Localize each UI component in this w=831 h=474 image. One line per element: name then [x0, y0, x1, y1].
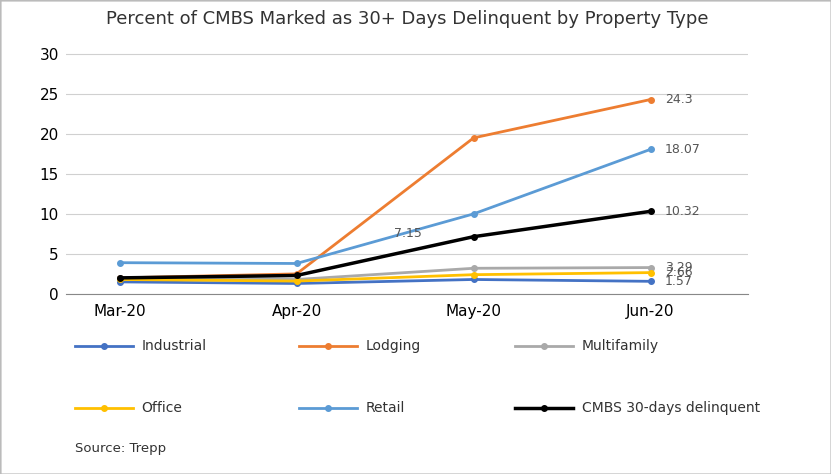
Text: Source: Trepp: Source: Trepp — [75, 442, 166, 455]
Text: Multifamily: Multifamily — [582, 339, 659, 353]
Text: 7.15: 7.15 — [394, 227, 422, 240]
Text: 1.57: 1.57 — [665, 275, 692, 288]
Text: 3.29: 3.29 — [665, 261, 692, 274]
Text: 2.66: 2.66 — [665, 266, 692, 279]
Text: Industrial: Industrial — [141, 339, 206, 353]
Text: 18.07: 18.07 — [665, 143, 701, 156]
Text: Office: Office — [141, 401, 182, 415]
Title: Percent of CMBS Marked as 30+ Days Delinquent by Property Type: Percent of CMBS Marked as 30+ Days Delin… — [106, 10, 709, 28]
Text: 10.32: 10.32 — [665, 205, 701, 218]
Text: CMBS 30-days delinquent: CMBS 30-days delinquent — [582, 401, 760, 415]
Text: Lodging: Lodging — [366, 339, 420, 353]
Text: 24.3: 24.3 — [665, 93, 692, 106]
Text: Retail: Retail — [366, 401, 405, 415]
